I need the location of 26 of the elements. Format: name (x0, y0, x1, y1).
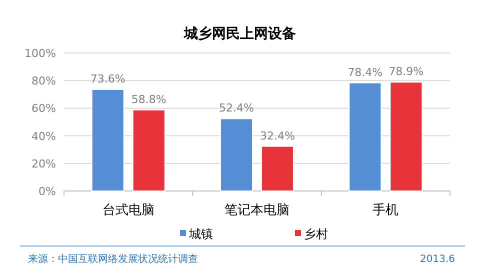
bar (348, 82, 382, 192)
bar (261, 146, 294, 192)
x-tick-label: 手机 (372, 203, 399, 218)
text: 2013.6 (420, 254, 455, 265)
legend-label: 乡村 (304, 227, 328, 241)
y-tick-label: 100% (24, 47, 56, 60)
y-tick-label: 40% (32, 130, 56, 143)
y-tick-label: 20% (32, 157, 56, 170)
bar (390, 82, 423, 192)
x-tick-label: 笔记本电脑 (224, 203, 290, 218)
bar (132, 109, 166, 192)
x-tick-label: 台式电脑 (102, 203, 154, 218)
text: 58.8% (131, 92, 166, 106)
source-note: 来源：中国互联网络发展状况统计调查 (28, 253, 198, 265)
bar (91, 88, 124, 192)
y-tick-label: 60% (32, 102, 56, 116)
y-tick-label: 80% (32, 74, 56, 88)
text: 52.4% (219, 102, 254, 115)
bar (220, 118, 253, 192)
chart-title: 城乡网民上网设备 (183, 25, 296, 42)
legend-label: 城镇 (188, 227, 213, 241)
text: 73.6% (90, 72, 126, 86)
y-tick-label: 0% (38, 185, 56, 198)
text: 32.4% (260, 129, 295, 142)
text: 78.4% (348, 66, 383, 79)
text: 78.9% (388, 65, 424, 78)
